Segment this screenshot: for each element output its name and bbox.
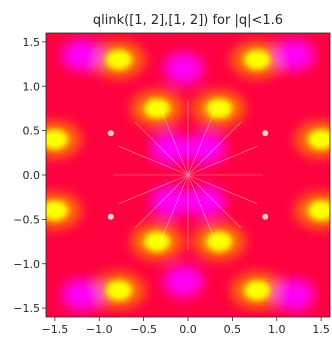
- y-tick-label: 0.5: [23, 125, 41, 138]
- heatmap-contour-line: [118, 146, 189, 176]
- heatmap-yellow-region: [105, 280, 132, 301]
- heatmap-yellow-region: [143, 231, 170, 252]
- heatmap-yellow-region: [206, 98, 233, 119]
- heatmap-contour-line: [159, 174, 189, 245]
- x-tick-label: 0.0: [179, 323, 197, 336]
- chart-title: qlink([1, 2],[1, 2]) for |q|<1.6: [93, 13, 283, 28]
- heatmap-yellow-region: [308, 200, 330, 221]
- x-axis: −1.5 −1.0 −0.5 0.0 0.5 1.0 1.5: [42, 317, 330, 336]
- heatmap-node-point: [107, 130, 114, 137]
- heatmap-contour-line: [134, 174, 189, 229]
- y-axis: 1.5 1.0 0.5 0.0 −0.5 −1.0 −1.5: [13, 36, 46, 315]
- heatmap-image: [46, 33, 330, 317]
- heatmap-magenta-region: [163, 265, 204, 298]
- y-tick-label: 1.0: [23, 80, 41, 93]
- heatmap-magenta-region: [274, 278, 315, 311]
- x-tick-label: −0.5: [130, 323, 157, 336]
- heatmap-contour-line: [187, 105, 217, 176]
- heatmap-magenta-region: [274, 39, 315, 72]
- heatmap-yellow-region: [46, 129, 68, 150]
- heatmap-yellow-region: [105, 49, 132, 70]
- heatmap-yellow-region: [244, 49, 271, 70]
- heatmap-magenta-region: [61, 39, 102, 72]
- heatmap-contour-line: [187, 121, 242, 176]
- heatmap-yellow-region: [308, 129, 330, 150]
- heatmap-magenta-region: [150, 132, 191, 165]
- y-tick-label: −1.5: [13, 302, 40, 315]
- x-tick-label: 0.5: [224, 323, 242, 336]
- heatmap-magenta-region: [185, 185, 226, 218]
- x-tick-label: −1.0: [86, 323, 113, 336]
- y-tick-label: 1.5: [23, 36, 41, 49]
- heatmap-magenta-region: [150, 185, 191, 218]
- heatmap-magenta-region: [61, 278, 102, 311]
- heatmap-contour-line: [118, 174, 189, 204]
- heatmap-node-point: [107, 213, 114, 220]
- heatmap-contour-line: [187, 174, 217, 245]
- heatmap-yellow-region: [46, 200, 68, 221]
- heatmap-contour-line: [187, 146, 258, 176]
- heatmap-contour-line: [187, 174, 242, 229]
- x-tick-label: 1.0: [268, 323, 286, 336]
- heatmap-contour-line: [187, 174, 258, 204]
- heatmap-yellow-region: [244, 280, 271, 301]
- y-tick-label: 0.0: [23, 169, 41, 182]
- heatmap-magenta-region: [163, 52, 204, 85]
- heatmap-node-point: [262, 130, 269, 137]
- y-tick-label: −1.0: [13, 258, 40, 271]
- heatmap-magenta-region: [185, 132, 226, 165]
- x-tick-label: −1.5: [42, 323, 69, 336]
- heatmap-yellow-region: [143, 98, 170, 119]
- heatmap-contour-line: [134, 121, 189, 176]
- x-tick-label: 1.5: [312, 323, 330, 336]
- heatmap-node-point: [262, 213, 269, 220]
- y-tick-label: −0.5: [13, 213, 40, 226]
- heatmap-yellow-region: [206, 231, 233, 252]
- heatmap-contour-line: [159, 105, 189, 176]
